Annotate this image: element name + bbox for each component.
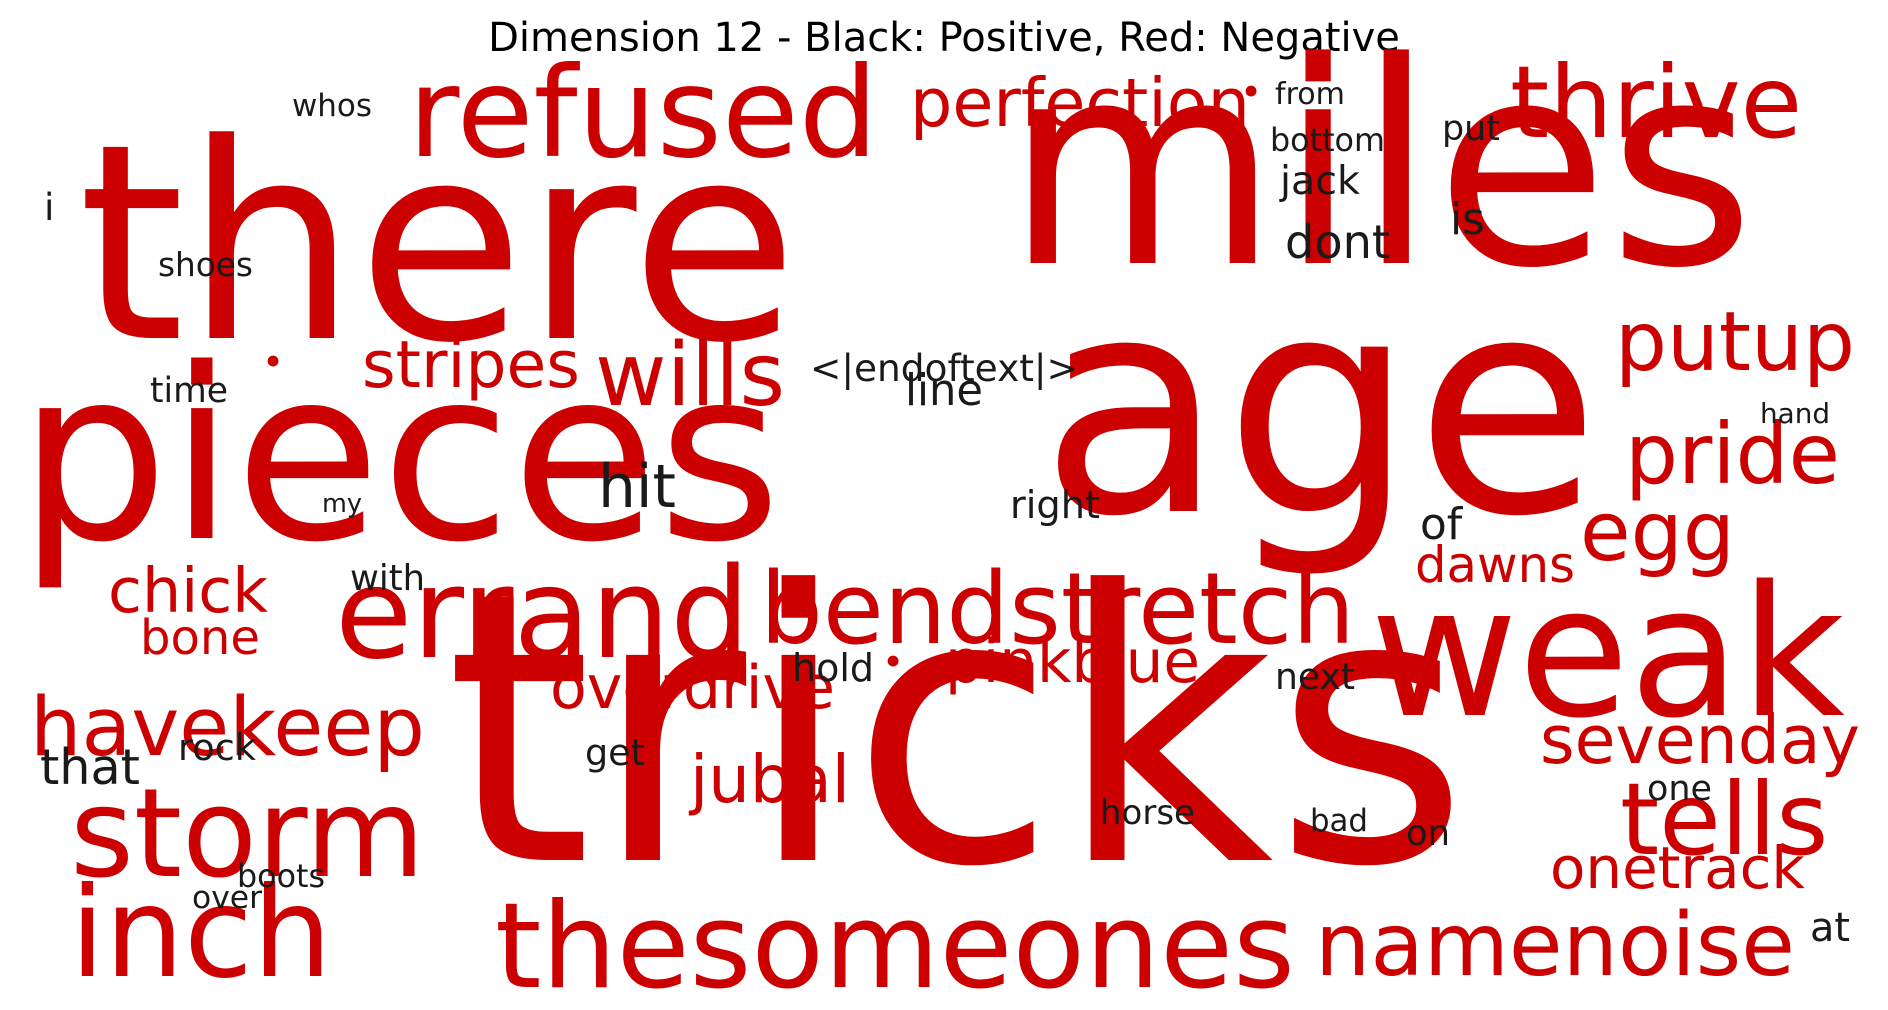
cloud-word: next (1275, 654, 1355, 698)
cloud-word: hand (1760, 396, 1830, 430)
cloud-word: of (1420, 499, 1463, 551)
cloud-word: get (585, 731, 645, 775)
cloud-word: hold (792, 645, 874, 690)
cloud-word: inch (70, 861, 332, 1007)
cloud-word: there (78, 86, 798, 404)
cloud-word: perfection (910, 63, 1250, 142)
cloud-word: bone (140, 610, 260, 667)
cloud-word: jack (1280, 158, 1360, 205)
cloud-word: namenoise (1315, 894, 1795, 997)
cloud-word: age (1040, 232, 1600, 583)
cloud-word: at (1810, 905, 1850, 952)
cloud-word: with (350, 558, 425, 600)
cloud-word: stripes (362, 327, 580, 403)
cloud-word: overdrive (550, 652, 835, 723)
cloud-word: is (1450, 194, 1485, 246)
cloud-word: weak (1370, 547, 1845, 759)
figure-title: Dimension 12 - Black: Positive, Red: Neg… (488, 15, 1400, 61)
cloud-word: put (1442, 108, 1500, 149)
cloud-word: tricks (445, 512, 1470, 949)
cloud-word: putup (1615, 295, 1855, 391)
cloud-word: miles (1005, 2, 1755, 330)
cloud-word: i (44, 185, 55, 230)
cloud-word: over (192, 880, 262, 917)
cloud-word: • (262, 340, 285, 385)
cloud-word: onetrack (1550, 834, 1805, 902)
cloud-word: dawns (1415, 535, 1575, 594)
cloud-word: • (1240, 70, 1263, 115)
cloud-word: sevenday (1540, 700, 1860, 779)
cloud-word: shoes (158, 245, 253, 284)
cloud-word: wills (595, 323, 786, 426)
cloud-word: horse (1100, 792, 1195, 833)
cloud-word: egg (1580, 484, 1735, 580)
cloud-word: refused (408, 41, 879, 187)
cloud-word: thrive (1510, 44, 1803, 161)
cloud-word: • (882, 640, 905, 685)
cloud-word: <|endoftext|> (810, 346, 1078, 391)
cloud-word: havekeep (30, 680, 425, 775)
cloud-word: bendstretch (760, 551, 1355, 667)
cloud-word: line (905, 365, 983, 416)
cloud-word: chick (108, 555, 268, 628)
cloud-word: pinkblue (945, 628, 1200, 698)
cloud-word: one (1647, 768, 1712, 809)
cloud-word: thesomeones (495, 877, 1295, 1010)
cloud-word: pride (1625, 404, 1840, 503)
cloud-word: jubal (690, 741, 850, 818)
cloud-word: boots (237, 858, 325, 895)
cloud-word: my (322, 488, 362, 519)
cloud-word: from (1275, 77, 1345, 113)
cloud-word: that (40, 738, 140, 797)
cloud-word: tells (1620, 761, 1829, 878)
cloud-word: errand (335, 539, 750, 687)
cloud-word: rock (178, 726, 256, 770)
cloud-word: whos (292, 87, 372, 124)
cloud-word: bad (1310, 802, 1368, 839)
cloud-word: pieces (18, 319, 782, 596)
cloud-word: hit (598, 452, 676, 523)
cloud-word: time (150, 371, 228, 412)
cloud-word: storm (70, 762, 425, 906)
cloud-word: dont (1285, 215, 1390, 270)
cloud-word: right (1010, 482, 1100, 528)
cloud-word: on (1406, 813, 1450, 855)
cloud-word: bottom (1270, 121, 1385, 159)
